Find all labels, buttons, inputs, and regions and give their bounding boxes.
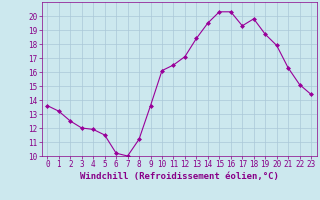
X-axis label: Windchill (Refroidissement éolien,°C): Windchill (Refroidissement éolien,°C)	[80, 172, 279, 181]
